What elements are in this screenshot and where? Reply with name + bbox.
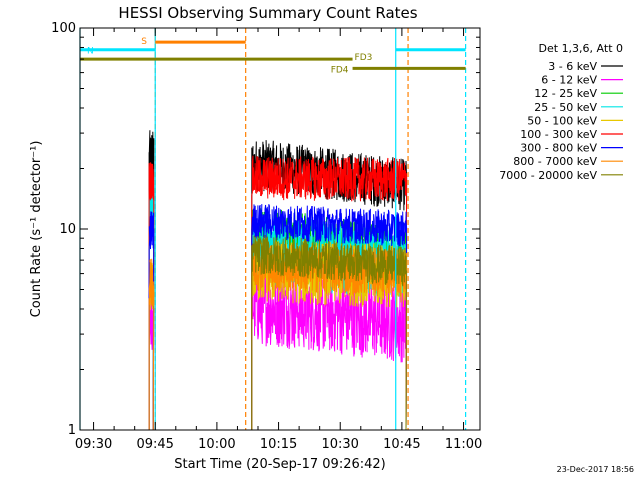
timestamp: 23-Dec-2017 18:56 bbox=[556, 465, 634, 474]
legend-label-6: 300 - 800 keV bbox=[520, 142, 597, 155]
axes-layer: 09:30 09:45 10:00 10:15 10:30 10:45 11:00 1 10 10… bbox=[51, 21, 482, 452]
series-line-6-seg-1 bbox=[251, 204, 408, 431]
mode-label-4: FD4 bbox=[331, 65, 349, 75]
series-line-8-seg-0 bbox=[251, 234, 408, 431]
data-layer bbox=[148, 130, 408, 431]
x-axis-label: Start Time (20-Sep-17 09:26:42) bbox=[174, 457, 385, 472]
y-tick-label-1: 10 bbox=[59, 222, 76, 237]
mode-label-3: FD3 bbox=[355, 53, 373, 63]
x-tick-label-2: 10:00 bbox=[198, 437, 235, 452]
x-tick-label-1: 09:45 bbox=[136, 437, 173, 452]
series-line-5-seg-0 bbox=[148, 162, 155, 431]
mode-label-1: N bbox=[87, 47, 94, 57]
legend-label-0: 3 - 6 keV bbox=[548, 60, 597, 73]
legend-label-5: 100 - 300 keV bbox=[520, 128, 597, 141]
legend-label-4: 50 - 100 keV bbox=[527, 114, 597, 127]
legend-label-2: 12 - 25 keV bbox=[534, 87, 597, 100]
legend-label-8: 7000 - 20000 keV bbox=[499, 169, 597, 182]
mode-label-0: S bbox=[141, 37, 147, 47]
chart-title: HESSI Observing Summary Count Rates bbox=[118, 4, 417, 22]
y-tick-label-2: 100 bbox=[51, 21, 76, 36]
legend-title: Det 1,3,6, Att 0 bbox=[539, 42, 623, 55]
y-tick-label-0: 1 bbox=[68, 423, 76, 438]
legend-label-3: 25 - 50 keV bbox=[534, 101, 597, 114]
legend-label-1: 6 - 12 keV bbox=[541, 74, 597, 87]
x-tick-label-6: 11:00 bbox=[445, 437, 482, 452]
x-tick-label-0: 09:30 bbox=[75, 437, 112, 452]
x-tick-label-4: 10:30 bbox=[321, 437, 358, 452]
y-axis-label: Count Rate (s⁻¹ detector⁻¹) bbox=[29, 141, 44, 318]
x-tick-label-3: 10:15 bbox=[260, 437, 297, 452]
legend-label-7: 800 - 7000 keV bbox=[513, 155, 597, 168]
series-line-6-seg-0 bbox=[148, 211, 155, 431]
x-tick-label-5: 10:45 bbox=[383, 437, 420, 452]
series-line-7-seg-0 bbox=[148, 258, 155, 431]
series-line-5-seg-1 bbox=[251, 155, 408, 431]
